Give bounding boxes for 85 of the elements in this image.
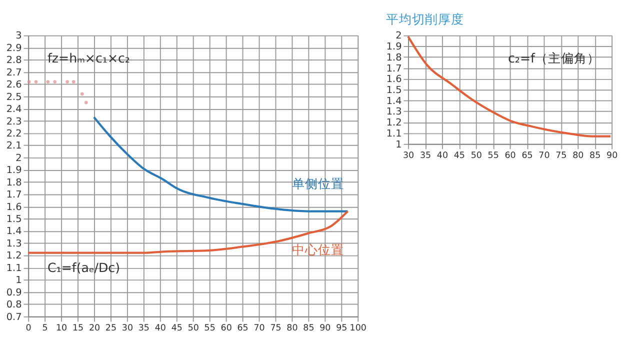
x-tick-label: 80	[286, 323, 298, 334]
y-tick-label: 1.3	[6, 238, 22, 250]
x-tick-label: 90	[606, 150, 618, 161]
y-tick-label: 1.9	[386, 42, 402, 53]
y-tick-label: 2.8	[6, 55, 22, 66]
series-label: 中心位置	[292, 242, 344, 257]
x-tick-label: 15	[72, 323, 84, 334]
y-tick-label: 1.8	[386, 52, 402, 64]
y-tick-label: 1.4	[6, 226, 22, 238]
y-tick-label: 1.6	[6, 202, 22, 213]
x-tick-label: 85	[590, 150, 601, 161]
x-tick-label: 55	[488, 150, 499, 161]
y-tick-label: 2	[396, 30, 402, 42]
x-tick-label: 90	[320, 323, 331, 334]
point	[72, 80, 76, 84]
x-tick-label: 60	[220, 323, 232, 334]
y-tick-label: 0.8	[6, 300, 22, 311]
y-tick-label: 2.6	[6, 80, 22, 91]
y-tick-label: 1.1	[386, 128, 402, 140]
y-tick-label: 1.7	[386, 63, 402, 74]
y-tick-label: 1	[16, 275, 22, 286]
x-tick-label: 70	[538, 150, 550, 161]
y-tick-label: 1.6	[386, 74, 402, 86]
point	[84, 100, 88, 104]
x-tick-label: 20	[88, 323, 100, 334]
point	[46, 80, 50, 84]
y-tick-label: 2.1	[6, 140, 22, 152]
y-tick-label: 1.2	[386, 118, 402, 129]
point	[80, 92, 84, 96]
x-tick-label: 65	[522, 150, 533, 161]
x-tick-label: 50	[470, 150, 482, 161]
point	[66, 80, 69, 84]
x-tick-label: 0	[26, 323, 32, 334]
annotation: fz=hₘ×c₁×c₂	[47, 50, 130, 66]
y-tick-label: 1.5	[386, 84, 402, 96]
x-tick-label: 75	[270, 323, 282, 334]
series-label: 单侧位置	[292, 176, 344, 192]
y-tick-label: 1.8	[6, 177, 22, 188]
x-tick-label: 50	[188, 323, 199, 334]
x-tick-label: 95	[336, 323, 348, 334]
y-tick-label: 2.9	[6, 42, 22, 54]
y-tick-label: 2.2	[6, 128, 22, 140]
point	[27, 80, 31, 84]
y-tick-label: 2.4	[6, 104, 22, 116]
y-tick-label: 2.5	[6, 92, 22, 103]
x-tick-label: 45	[454, 150, 465, 161]
x-tick-label: 85	[303, 323, 314, 334]
x-tick-label: 75	[556, 150, 567, 161]
x-tick-label: 35	[420, 150, 432, 161]
x-tick-label: 60	[504, 150, 516, 161]
y-tick-label: 1.5	[6, 214, 22, 226]
y-tick-label: 3	[16, 30, 22, 42]
x-tick-label: 25	[105, 323, 117, 334]
y-tick-label: 1.7	[6, 190, 22, 201]
x-tick-label: 100	[350, 323, 366, 334]
x-tick-label: 55	[204, 323, 216, 334]
x-tick-label: 10	[56, 323, 68, 334]
x-tick-label: 30	[402, 150, 414, 161]
y-tick-label: 1.4	[386, 96, 402, 107]
y-tick-label: 1.1	[6, 262, 22, 274]
x-tick-label: 65	[237, 323, 248, 334]
annotation: C₁=f(aₑ/Dc)	[47, 260, 120, 275]
x-tick-label: 30	[122, 323, 134, 334]
y-tick-label: 2.7	[6, 67, 22, 78]
x-tick-label: 40	[154, 323, 166, 334]
x-tick-label: 70	[254, 323, 265, 334]
x-tick-label: 35	[138, 323, 150, 334]
y-tick-label: 1.3	[386, 106, 402, 118]
y-tick-label: 2.3	[6, 116, 22, 128]
point	[34, 80, 38, 84]
y-tick-label: 1.2	[6, 250, 22, 262]
x-tick-label: 40	[436, 150, 448, 161]
line-series	[92, 116, 349, 212]
x-tick-label: 45	[171, 323, 182, 334]
y-tick-label: 2	[16, 152, 22, 164]
y-tick-label: 0.7	[6, 312, 22, 323]
y-tick-label: 1.9	[6, 165, 22, 176]
chart-title: 平均切削厚度	[386, 12, 464, 27]
annotation: c₂=f（主偏角）	[508, 50, 600, 66]
x-tick-label: 5	[42, 323, 48, 334]
x-tick-label: 80	[572, 150, 584, 161]
line-series	[27, 210, 349, 254]
y-tick-label: 1	[396, 139, 402, 150]
y-tick-label: 0.9	[6, 287, 22, 298]
point	[53, 80, 56, 84]
